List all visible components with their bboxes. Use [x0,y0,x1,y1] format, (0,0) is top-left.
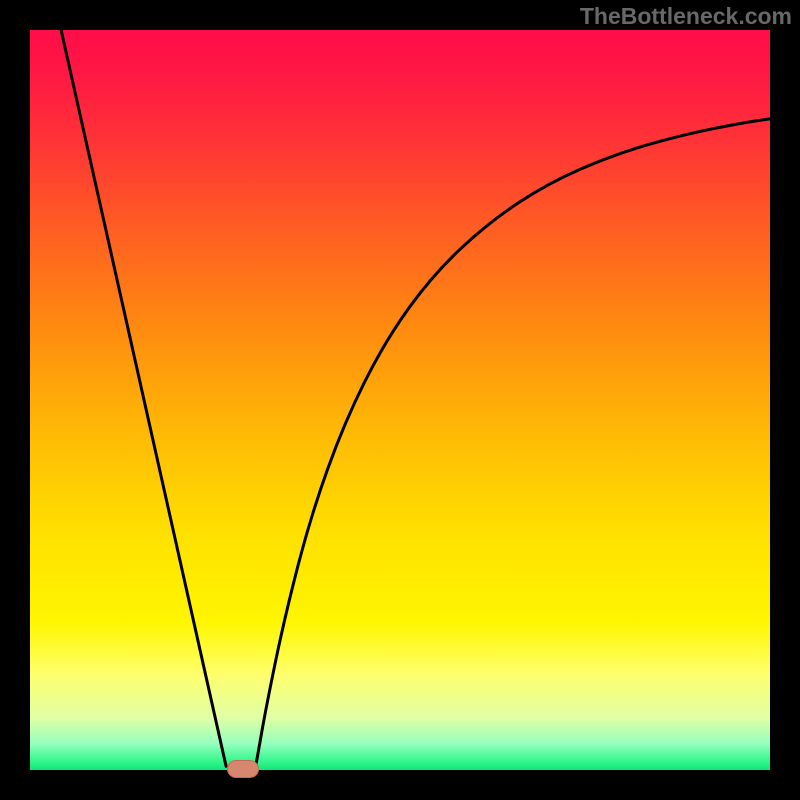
chart-container: TheBottleneck.com [0,0,800,800]
v-curve [61,30,770,766]
plot-area [30,30,770,770]
attribution-text: TheBottleneck.com [580,3,792,30]
minimum-marker [227,760,259,778]
curve-layer [30,30,770,770]
